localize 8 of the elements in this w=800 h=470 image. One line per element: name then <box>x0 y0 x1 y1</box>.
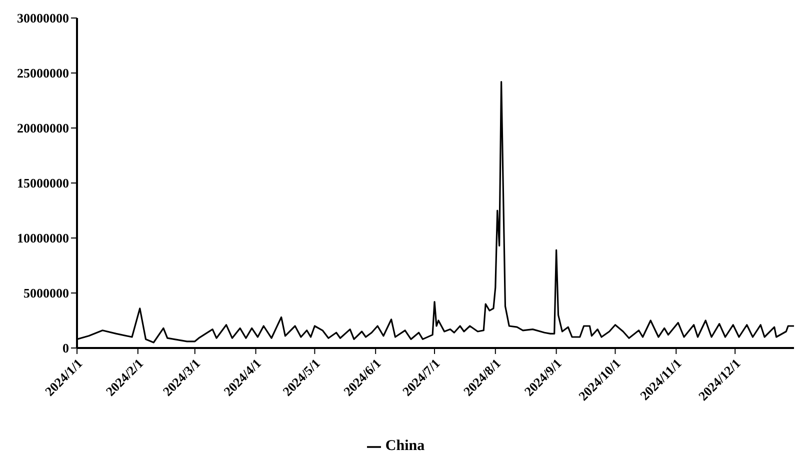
y-tick-label: 20000000 <box>17 120 69 136</box>
y-tick-label: 5000000 <box>24 286 69 301</box>
y-tick-label: 0 <box>62 340 69 356</box>
legend-label: China <box>385 438 425 454</box>
y-tick-label: 30000000 <box>17 10 69 26</box>
y-tick-label: 15000000 <box>17 176 69 191</box>
y-tick-label: 25000000 <box>17 66 69 81</box>
y-tick-label: 10000000 <box>17 230 69 246</box>
